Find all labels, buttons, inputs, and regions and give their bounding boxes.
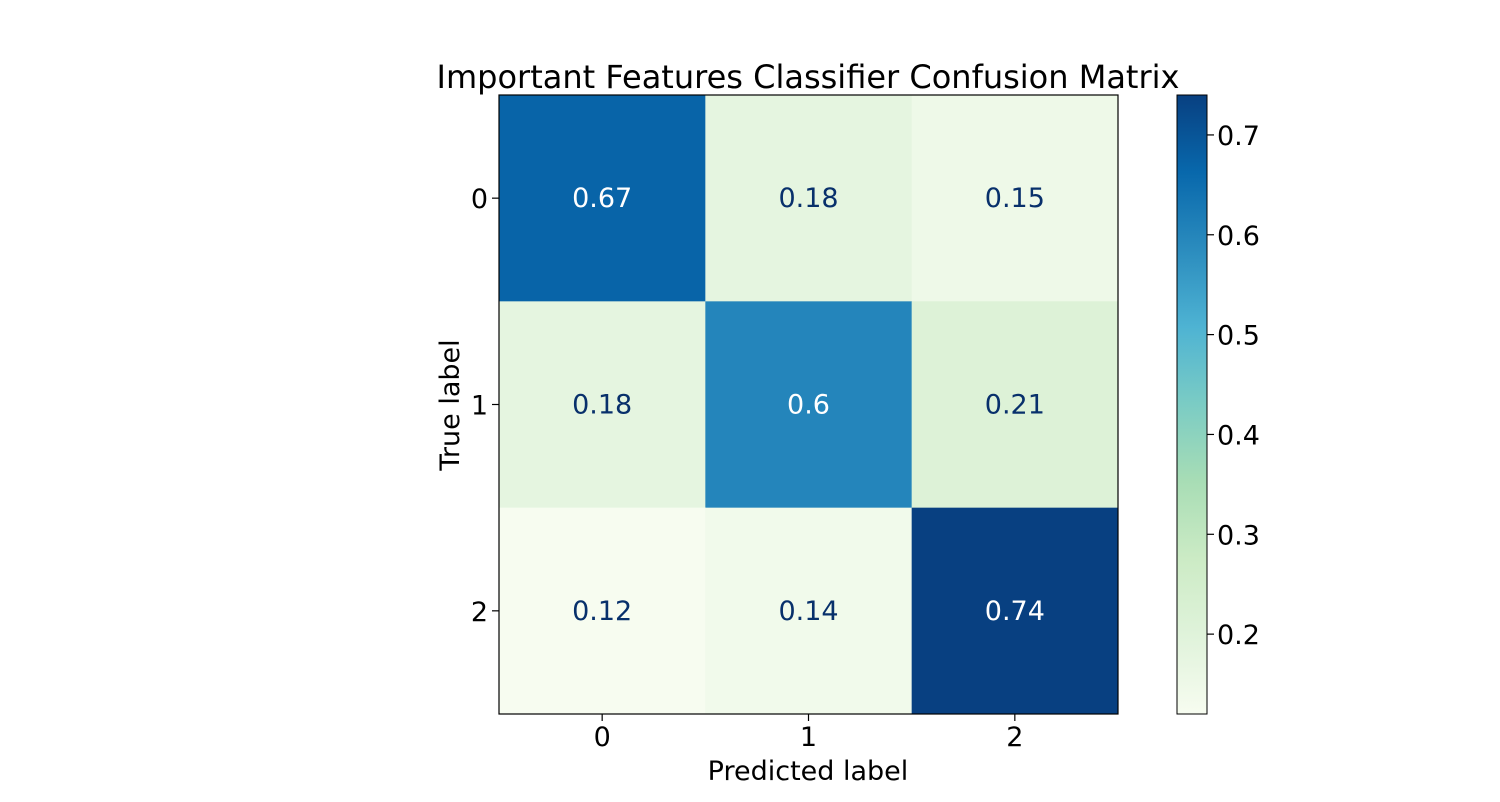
matrix-cell bbox=[705, 507, 913, 715]
y-tick-label: 2 bbox=[471, 597, 488, 628]
matrix-cell bbox=[705, 301, 913, 509]
matrix-cell bbox=[705, 95, 913, 302]
cell-value-label: 0.74 bbox=[985, 596, 1045, 627]
cell-value-label: 0.14 bbox=[778, 596, 838, 627]
x-tick-label: 0 bbox=[594, 722, 611, 753]
x-axis-ticks: 0 1 2 bbox=[594, 714, 1023, 753]
y-tick-label: 1 bbox=[471, 391, 488, 422]
x-axis-label: Predicted label bbox=[708, 756, 909, 787]
y-tick-label: 0 bbox=[471, 184, 488, 215]
colorbar-tick-label: 0.4 bbox=[1217, 420, 1260, 451]
cell-value-label: 0.12 bbox=[572, 596, 632, 627]
matrix-cell bbox=[499, 301, 706, 509]
cell-value-label: 0.18 bbox=[778, 183, 838, 214]
colorbar-tick-label: 0.7 bbox=[1217, 121, 1260, 152]
chart-title: Important Features Classifier Confusion … bbox=[437, 58, 1180, 96]
cell-value-label: 0.18 bbox=[572, 390, 632, 421]
matrix-cells: 0.67 0.18 0.15 0.18 0.6 0.21 0.12 0.14 0.74 bbox=[499, 95, 1119, 715]
y-axis-label: True label bbox=[435, 339, 466, 471]
colorbar-tick-label: 0.2 bbox=[1217, 620, 1260, 651]
colorbar-tick-label: 0.3 bbox=[1217, 520, 1260, 551]
colorbar-tick-label: 0.5 bbox=[1217, 321, 1260, 352]
matrix-cell bbox=[499, 95, 706, 302]
x-tick-label: 2 bbox=[1006, 722, 1023, 753]
colorbar bbox=[1176, 94, 1208, 715]
colorbar-ticks: 0.2 0.3 0.4 0.5 0.6 0.7 bbox=[1207, 121, 1260, 651]
y-axis-ticks: 0 1 2 bbox=[471, 184, 499, 628]
cell-value-label: 0.15 bbox=[985, 183, 1045, 214]
cell-value-label: 0.21 bbox=[985, 390, 1045, 421]
matrix-cell bbox=[911, 507, 1119, 715]
matrix-cell bbox=[911, 301, 1119, 509]
cell-value-label: 0.67 bbox=[572, 183, 632, 214]
colorbar-tick-label: 0.6 bbox=[1217, 221, 1260, 252]
x-tick-label: 1 bbox=[800, 722, 817, 753]
matrix-cell bbox=[911, 95, 1119, 302]
cell-value-label: 0.6 bbox=[787, 390, 830, 421]
matrix-cell bbox=[499, 507, 706, 715]
